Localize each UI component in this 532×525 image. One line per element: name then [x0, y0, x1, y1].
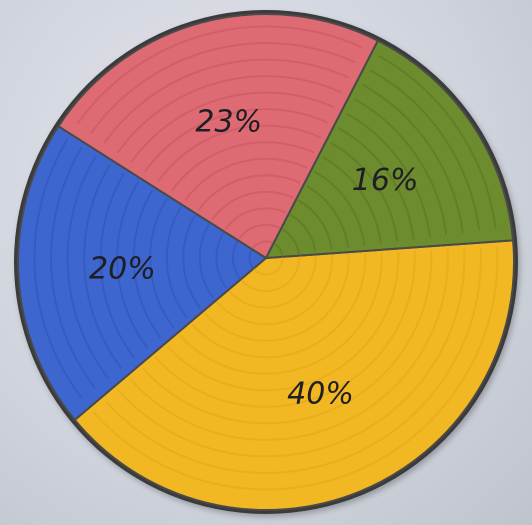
slice-texture-arc	[170, 141, 315, 192]
slice-texture-arc	[248, 248, 254, 269]
slice-texture-arc	[228, 255, 317, 309]
pie-texture-rings	[33, 25, 499, 491]
slice-texture-arc	[182, 215, 201, 309]
slice-texture-arc	[157, 124, 322, 182]
pie-slice-23-percent	[57, 13, 380, 260]
pie-data-labels: 40% 20% 23% 16%	[89, 105, 418, 412]
slice-texture-arc	[184, 157, 308, 202]
slice-texture-arc	[142, 250, 433, 425]
slice-texture-arc	[211, 190, 294, 221]
slice-texture-arc	[179, 252, 383, 375]
slice-texture-arc	[130, 91, 336, 163]
slice-texture-arc	[251, 240, 274, 250]
slice-texture-arc	[103, 58, 349, 144]
slice-texture-arc	[370, 69, 481, 231]
slice-texture-arc	[353, 98, 448, 236]
slice-texture-arc	[203, 254, 350, 342]
slice-texture-arc	[191, 253, 367, 359]
slice-texture-arc	[313, 170, 366, 246]
slice-data-label: 16%	[352, 163, 419, 198]
slice-texture-arc	[198, 223, 215, 299]
slice-texture-arc	[99, 172, 136, 359]
slice-texture-arc	[33, 138, 83, 399]
slice-texture-arc	[144, 108, 329, 173]
slice-texture-arc	[231, 240, 241, 279]
slice-texture-arc	[116, 181, 149, 349]
slice-data-label: 20%	[89, 251, 156, 286]
slice-texture-arc	[154, 250, 416, 408]
slice-texture-arc	[273, 242, 284, 257]
slice-texture-arc	[297, 199, 333, 250]
slice-texture-arc	[90, 42, 356, 134]
slice-data-label: 40%	[287, 377, 354, 412]
slice-texture-arc	[378, 54, 497, 229]
slice-texture-arc	[329, 141, 399, 242]
slice-texture-arc	[129, 249, 449, 441]
slice-texture-arc	[105, 247, 482, 474]
slice-texture-arc	[238, 223, 281, 240]
slice-texture-arc	[305, 184, 349, 248]
slice-texture-arc	[252, 257, 284, 276]
slice-texture-arc	[117, 248, 466, 458]
slice-texture-arc	[149, 198, 175, 329]
slice-texture-arc	[215, 254, 334, 326]
slice-texture-arc	[92, 247, 499, 491]
slice-texture-arc	[321, 156, 382, 244]
pie-slice-20-percent	[17, 124, 268, 422]
slice-texture-arc	[224, 207, 288, 230]
slice-texture-arc	[66, 155, 109, 379]
slice-texture-arc	[83, 164, 123, 369]
slice-texture-arc	[362, 83, 464, 233]
slice-texture-arc	[50, 147, 96, 389]
slice-texture-arc	[117, 75, 342, 154]
slice-texture-arc	[281, 228, 300, 254]
slice-texture-arc	[132, 189, 162, 339]
slice-texture-arc	[76, 25, 363, 125]
slice-texture-arc	[197, 174, 301, 211]
slice-texture-arc	[289, 213, 317, 252]
slice-texture-arc	[215, 232, 228, 289]
slice-data-label: 23%	[195, 105, 262, 140]
slice-texture-arc	[345, 112, 431, 238]
slice-texture-arc	[337, 127, 415, 240]
slice-texture-arc	[240, 256, 301, 293]
slice-texture-arc	[165, 206, 188, 319]
slice-texture-arc	[166, 251, 400, 392]
